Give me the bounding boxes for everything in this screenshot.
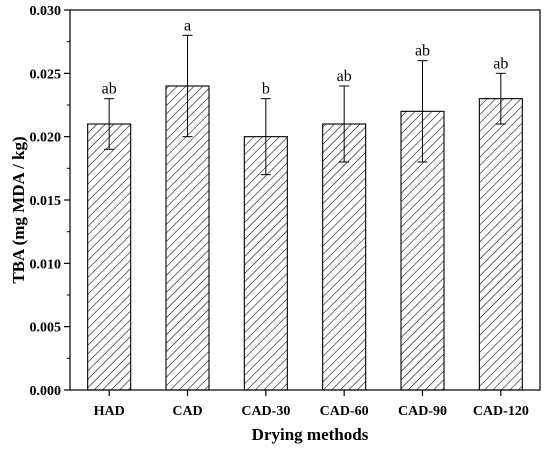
x-tick-label: CAD xyxy=(172,404,202,419)
plot-frame xyxy=(69,9,541,391)
significance-label: ab xyxy=(415,43,430,60)
significance-label: b xyxy=(262,81,270,98)
x-axis-title: Drying methods xyxy=(252,425,369,444)
y-axis-title: TBA (mg MDA / kg) xyxy=(9,136,28,283)
significance-label: ab xyxy=(337,68,352,85)
significance-label: ab xyxy=(493,55,508,72)
y-tick-label: 0.030 xyxy=(30,4,62,19)
y-tick-label: 0.005 xyxy=(30,321,62,336)
bar-cad-60 xyxy=(322,123,367,391)
plot-area: 0.0000.0050.0100.0150.0200.0250.030abHAD… xyxy=(30,4,541,419)
y-tick-label: 0.020 xyxy=(30,131,62,146)
y-tick-label: 0.025 xyxy=(30,67,62,82)
bar-cad-120 xyxy=(478,98,523,391)
bar-had xyxy=(87,123,132,391)
significance-label: a xyxy=(184,17,191,34)
x-tick-label: CAD-90 xyxy=(398,404,447,419)
x-tick-label: CAD-60 xyxy=(320,404,369,419)
y-tick-label: 0.010 xyxy=(30,257,62,272)
significance-label: ab xyxy=(102,81,117,98)
x-tick-label: HAD xyxy=(94,404,125,419)
y-tick-label: 0.000 xyxy=(30,384,62,399)
x-tick-label: CAD-30 xyxy=(241,404,290,419)
x-tick-label: CAD-120 xyxy=(473,404,529,419)
bar-cad-30 xyxy=(243,136,288,391)
y-tick-label: 0.015 xyxy=(30,194,62,209)
